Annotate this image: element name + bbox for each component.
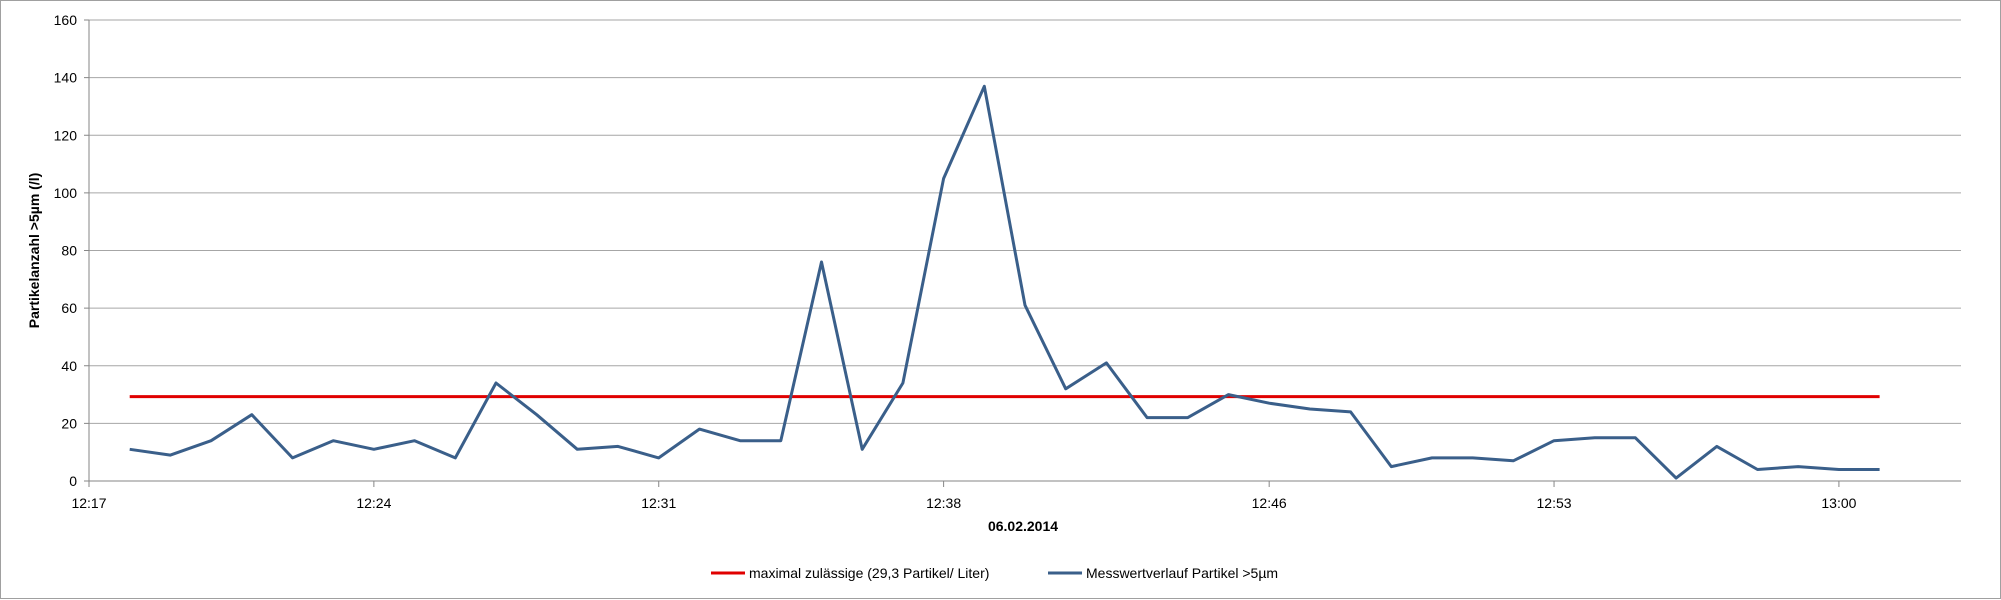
x-tick-label: 13:00 xyxy=(1821,495,1856,511)
y-tick-label: 160 xyxy=(54,12,78,28)
y-axis-tick-labels: 0 20 40 60 80 100 120 140 160 xyxy=(54,12,78,489)
y-tick-label: 80 xyxy=(61,243,77,259)
y-tick-label: 0 xyxy=(69,473,77,489)
axes xyxy=(88,20,1961,487)
y-tick-label: 140 xyxy=(54,70,78,86)
legend-label-limit: maximal zulässige (29,3 Partikel/ Liter) xyxy=(749,565,989,581)
y-tick-label: 100 xyxy=(54,185,78,201)
y-tick-label: 120 xyxy=(54,127,78,143)
x-axis-title: 06.02.2014 xyxy=(988,518,1058,534)
x-tick-label: 12:24 xyxy=(356,495,391,511)
x-tick-label: 12:17 xyxy=(71,495,106,511)
y-tick-label: 40 xyxy=(61,358,77,374)
x-tick-label: 12:53 xyxy=(1537,495,1572,511)
y-tick-label: 20 xyxy=(61,415,77,431)
gridlines xyxy=(84,19,1961,482)
legend-label-measurement: Messwertverlauf Partikel >5µm xyxy=(1086,565,1278,581)
x-tick-label: 12:46 xyxy=(1252,495,1287,511)
x-tick-label: 12:38 xyxy=(926,495,961,511)
series xyxy=(129,84,1880,480)
series-line-measurement xyxy=(129,84,1880,480)
y-axis-title: Partikelanzahl >5µm (/l) xyxy=(26,173,42,329)
legend: maximal zulässige (29,3 Partikel/ Liter)… xyxy=(711,565,1278,581)
x-axis-tick-labels: 12:17 12:24 12:31 12:38 12:46 12:53 13:00 xyxy=(71,495,1856,511)
x-tick-label: 12:31 xyxy=(641,495,676,511)
y-tick-label: 60 xyxy=(61,300,77,316)
